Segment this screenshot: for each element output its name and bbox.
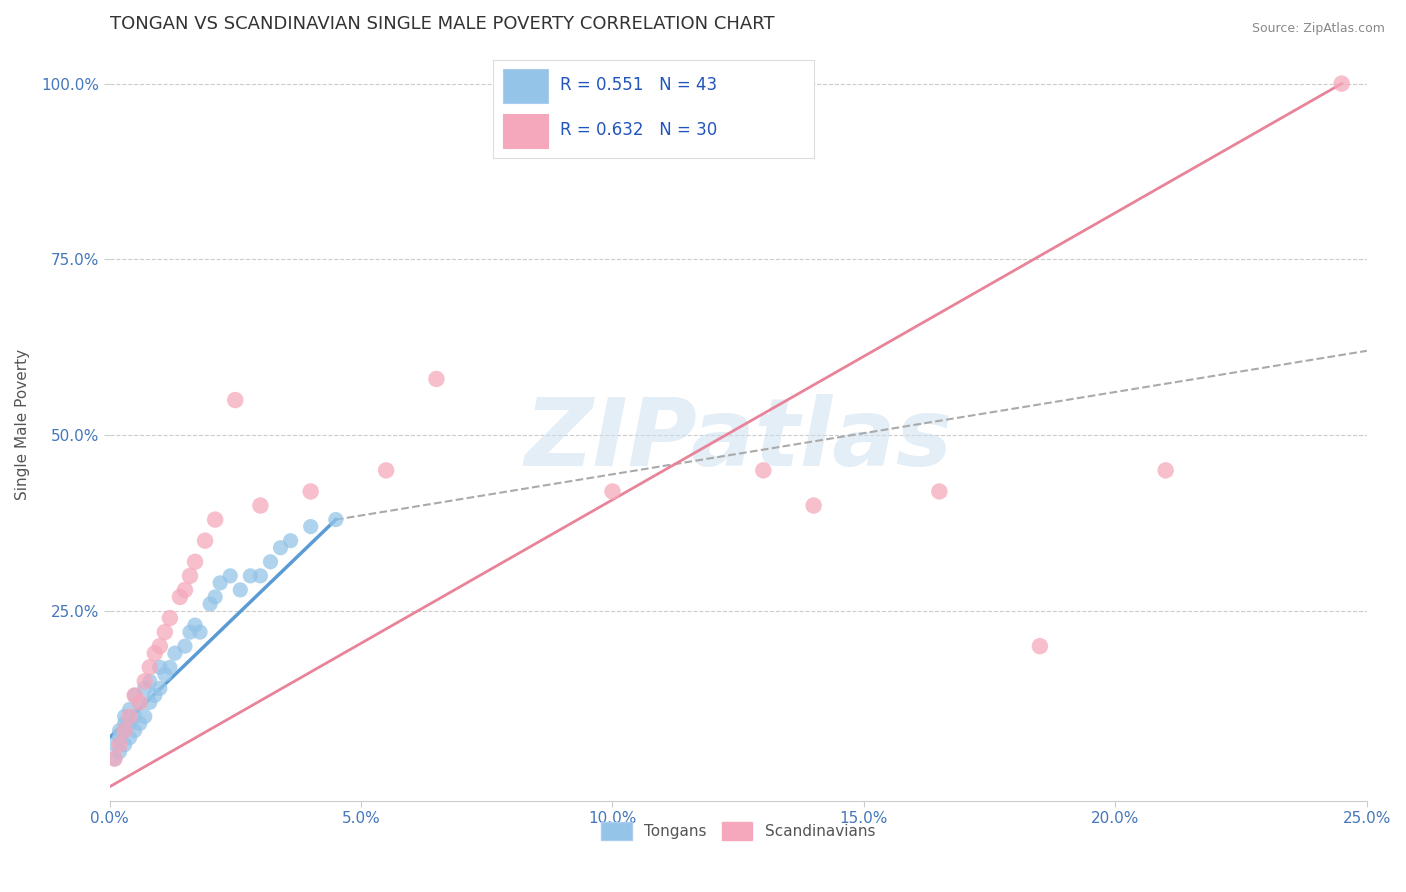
Point (153, 625, 176, 640)
Point (184, 555, 207, 569)
Point (114, 709, 136, 723)
Point (128, 695, 150, 709)
Point (752, 463, 775, 477)
Point (139, 660, 162, 674)
Point (118, 731, 141, 745)
Point (124, 689, 146, 703)
Point (1330, 77, 1353, 91)
Point (134, 674, 156, 689)
Point (118, 709, 141, 723)
Text: Source: ZipAtlas.com: Source: ZipAtlas.com (1251, 22, 1385, 36)
Point (118, 716, 141, 731)
Point (204, 513, 226, 527)
Point (139, 695, 162, 709)
Point (1029, 639, 1052, 653)
Point (239, 569, 262, 583)
Point (259, 555, 281, 569)
Text: TONGAN VS SCANDINAVIAN SINGLE MALE POVERTY CORRELATION CHART: TONGAN VS SCANDINAVIAN SINGLE MALE POVER… (110, 15, 775, 33)
Point (270, 541, 292, 555)
Point (194, 533, 217, 548)
Point (143, 689, 166, 703)
Y-axis label: Single Male Poverty: Single Male Poverty (15, 349, 30, 500)
Point (375, 463, 398, 477)
Point (108, 731, 131, 745)
Point (149, 660, 172, 674)
Point (204, 590, 226, 604)
Point (103, 752, 125, 766)
Point (114, 716, 136, 731)
Point (299, 484, 322, 499)
Point (163, 646, 186, 660)
Point (159, 611, 181, 625)
Point (249, 499, 271, 513)
Point (143, 646, 166, 660)
Point (124, 709, 146, 723)
Point (188, 625, 211, 640)
Point (128, 695, 150, 709)
Point (174, 582, 197, 597)
Point (114, 723, 136, 738)
Point (179, 625, 201, 640)
Point (1154, 463, 1177, 477)
Point (198, 597, 221, 611)
Point (803, 499, 825, 513)
Point (299, 519, 322, 533)
Point (928, 484, 950, 499)
Point (184, 618, 207, 632)
Point (118, 702, 141, 716)
Point (108, 738, 131, 752)
Point (280, 533, 302, 548)
Point (602, 484, 624, 499)
Point (224, 392, 246, 407)
Point (139, 674, 162, 689)
Point (128, 716, 150, 731)
Point (134, 709, 156, 723)
Point (124, 689, 146, 703)
Point (179, 569, 201, 583)
Point (103, 738, 125, 752)
Point (229, 582, 252, 597)
Point (134, 681, 156, 696)
Legend: Tongans, Scandinavians: Tongans, Scandinavians (595, 816, 882, 846)
Point (114, 738, 136, 752)
Point (103, 752, 125, 766)
Point (325, 513, 347, 527)
Point (108, 723, 131, 738)
Point (209, 575, 232, 590)
Point (149, 639, 172, 653)
Point (114, 723, 136, 738)
Point (153, 667, 176, 681)
Text: ZIPatlas: ZIPatlas (524, 393, 952, 486)
Point (124, 723, 146, 738)
Point (169, 590, 191, 604)
Point (425, 372, 447, 386)
Point (219, 569, 242, 583)
Point (108, 745, 131, 759)
Point (149, 681, 172, 696)
Point (159, 660, 181, 674)
Point (249, 569, 271, 583)
Point (174, 639, 197, 653)
